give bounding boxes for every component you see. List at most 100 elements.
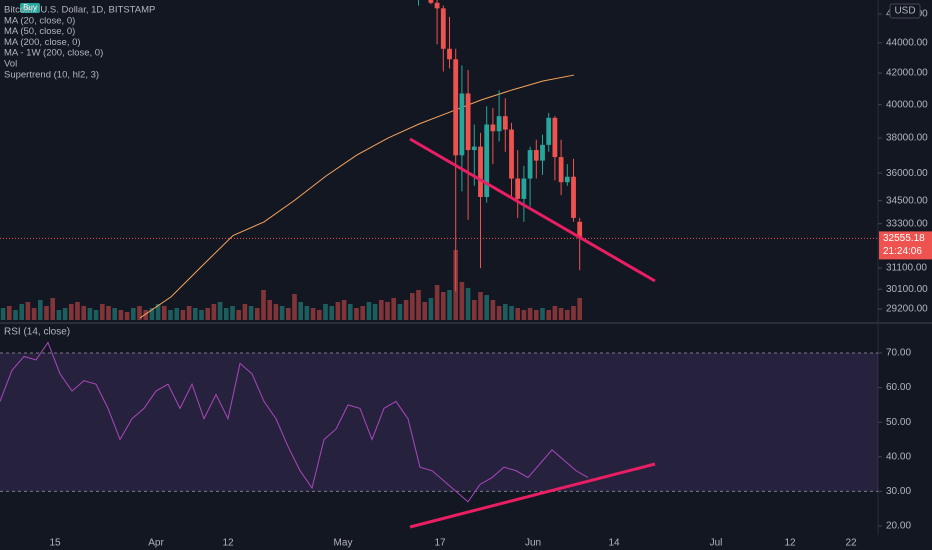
volume-bar: [38, 300, 43, 320]
currency[interactable]: USD: [894, 6, 915, 17]
price-tick-label: 42000.00: [886, 68, 928, 79]
rsi-tick-label: 70.00: [886, 348, 911, 359]
volume-bar: [124, 312, 130, 320]
volume-bar: [565, 310, 570, 320]
volume-bar: [527, 308, 533, 320]
volume-bar: [286, 308, 291, 320]
volume-bar: [273, 304, 279, 320]
volume-bar: [397, 304, 403, 320]
candle-body: [540, 144, 545, 161]
volume-bar: [552, 306, 558, 320]
volume-bar: [81, 306, 86, 320]
candle-body: [490, 124, 496, 132]
time-label: Apr: [148, 538, 164, 549]
countdown: 21:24:06: [883, 246, 922, 257]
volume-bar: [447, 290, 452, 320]
volume-bar: [230, 306, 235, 320]
volume-bar: [298, 302, 303, 320]
volume-bar: [211, 304, 217, 320]
volume-bar: [267, 300, 272, 320]
volume-bar: [168, 310, 173, 320]
volume-bar: [372, 304, 378, 320]
volume-bar: [472, 300, 477, 320]
volume-bar: [248, 306, 254, 320]
volume-bar: [379, 300, 384, 320]
volume-bar: [490, 300, 496, 320]
volume-bar: [341, 300, 347, 320]
volume-bar: [137, 306, 142, 320]
price-tick-label: 30100.00: [886, 284, 928, 295]
volume-bar: [69, 304, 74, 320]
candle-body: [484, 124, 490, 197]
volume-bar: [224, 308, 229, 320]
volume-bar: [255, 308, 260, 320]
price-tick-label: 29200.00: [886, 304, 928, 315]
volume-bar: [75, 302, 80, 320]
price-tick-label: 31100.00: [886, 263, 927, 274]
volume-bar: [354, 308, 359, 320]
volume-bar: [558, 308, 564, 320]
volume-bar: [242, 304, 248, 320]
rsi-tick-label: 20.00: [886, 521, 911, 532]
candle-body: [447, 48, 452, 60]
volume-bar: [106, 306, 111, 320]
volume-bar: [62, 308, 68, 320]
volume-bar: [112, 308, 117, 320]
volume-bar: [25, 302, 31, 320]
volume-bar: [503, 304, 508, 320]
time-label: 22: [845, 538, 857, 549]
volume-bar: [416, 290, 421, 320]
candle-body: [515, 178, 521, 199]
volume-bar: [571, 306, 576, 320]
volume-bar: [335, 302, 341, 320]
volume-bar: [577, 298, 582, 320]
candle-body: [571, 176, 576, 218]
legend-item[interactable]: Bitcoin / U.S. Dollar, 1D, BITSTAMP: [4, 5, 155, 16]
price-tick-label: 40000.00: [886, 99, 928, 110]
last-price: 32555.18: [883, 233, 925, 244]
volume-bar: [348, 304, 353, 320]
legend-item[interactable]: MA (200, close, 0): [4, 37, 81, 48]
volume-bar: [131, 308, 136, 320]
legend-item[interactable]: Vol: [4, 59, 17, 70]
volume-bar: [484, 295, 489, 320]
volume-bar: [143, 310, 148, 320]
currency-box[interactable]: [889, 3, 921, 19]
volume-bar: [465, 288, 471, 320]
buy-label: Buy: [23, 3, 37, 12]
candle-body: [478, 146, 483, 197]
time-label: 17: [434, 538, 446, 549]
volume-bar: [496, 306, 502, 320]
rsi-tick-label: 40.00: [886, 451, 911, 462]
price-pane: [0, 0, 878, 320]
volume-bar: [217, 302, 223, 320]
rsi-tick-label: 50.00: [886, 417, 911, 428]
candle-body: [533, 150, 539, 161]
volume-bar: [199, 310, 204, 320]
candle-body: [558, 157, 564, 183]
volume-bar: [403, 300, 409, 320]
time-label: Jul: [710, 538, 723, 549]
legend-item[interactable]: MA (20, close, 0): [4, 15, 75, 26]
time-label: 12: [784, 538, 796, 549]
candle-body: [440, 8, 446, 49]
rsi-band: [0, 353, 878, 492]
legend-item[interactable]: MA - 1W (200, close, 0): [4, 48, 103, 59]
candle-body: [502, 116, 508, 130]
volume-bar: [162, 306, 167, 320]
rsi-title[interactable]: RSI (14, close): [4, 327, 70, 338]
price-tick-label: 33300.00: [886, 218, 928, 229]
time-label: 12: [222, 538, 234, 549]
legend-item[interactable]: MA (50, close, 0): [4, 26, 75, 37]
candle-body: [521, 178, 527, 199]
volume-bar: [360, 306, 365, 320]
volume-bar: [366, 302, 372, 320]
volume-bar: [0, 308, 6, 320]
rsi-tick-label: 60.00: [886, 382, 911, 393]
volume-bar: [174, 308, 179, 320]
last-price-box: [879, 231, 932, 260]
legend-item[interactable]: Supertrend (10, hl2, 3): [4, 69, 99, 80]
candle-body: [453, 59, 459, 156]
